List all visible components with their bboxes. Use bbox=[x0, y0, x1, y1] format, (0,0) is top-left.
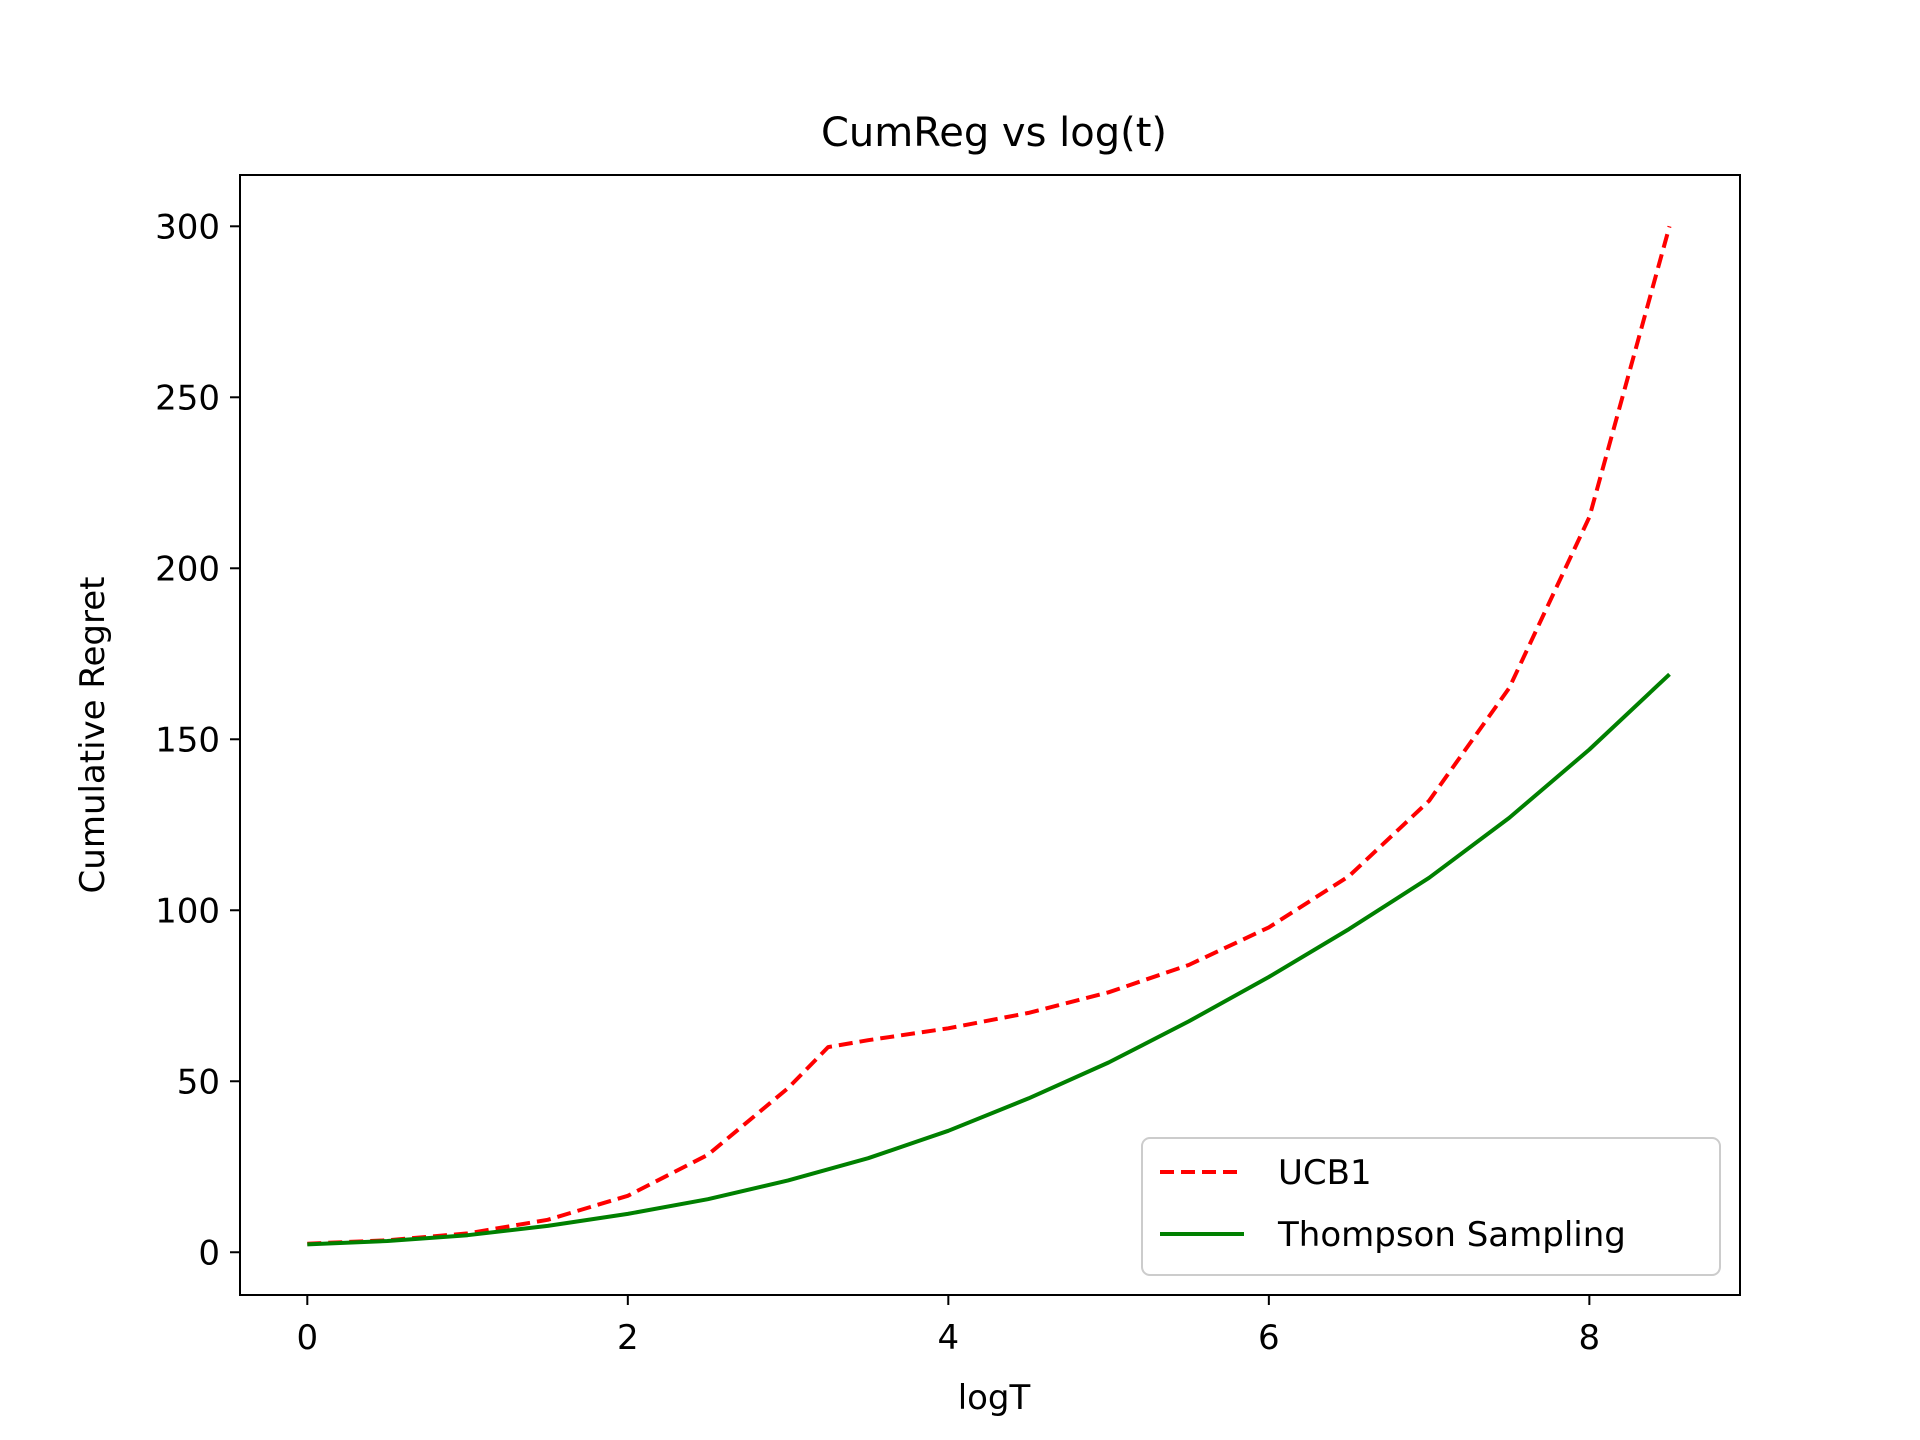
y-tick-label: 100 bbox=[155, 891, 220, 931]
x-axis-ticks: 0 2 4 6 8 bbox=[296, 1295, 1600, 1358]
x-tick-label: 6 bbox=[1258, 1318, 1280, 1358]
plot-frame bbox=[239, 174, 1741, 1296]
x-tick-label: 4 bbox=[938, 1318, 960, 1358]
series-layer bbox=[307, 225, 1672, 1247]
y-tick-label: 300 bbox=[155, 207, 220, 247]
chart-title: CumReg vs log(t) bbox=[821, 110, 1167, 156]
y-tick-label: 250 bbox=[155, 378, 220, 418]
series-line-0 bbox=[307, 225, 1672, 1246]
legend-label-ucb1: UCB1 bbox=[1278, 1153, 1372, 1193]
x-tick-label: 8 bbox=[1579, 1318, 1601, 1358]
legend: UCB1 Thompson Sampling bbox=[1141, 1137, 1721, 1276]
y-tick-label: 0 bbox=[198, 1233, 220, 1273]
x-tick-label: 0 bbox=[296, 1318, 318, 1358]
y-axis-label: Cumulative Regret bbox=[73, 577, 113, 894]
y-tick-label: 200 bbox=[155, 549, 220, 589]
y-tick-label: 150 bbox=[155, 720, 220, 760]
x-axis-label: logT bbox=[958, 1378, 1031, 1418]
series-line-1 bbox=[307, 672, 1671, 1247]
y-axis-ticks: 0 50 100 150 200 250 300 bbox=[155, 207, 240, 1273]
legend-label-thompson: Thompson Sampling bbox=[1277, 1215, 1626, 1255]
legend-box bbox=[1141, 1137, 1721, 1276]
x-tick-label: 2 bbox=[617, 1318, 639, 1358]
y-tick-label: 50 bbox=[177, 1062, 220, 1102]
